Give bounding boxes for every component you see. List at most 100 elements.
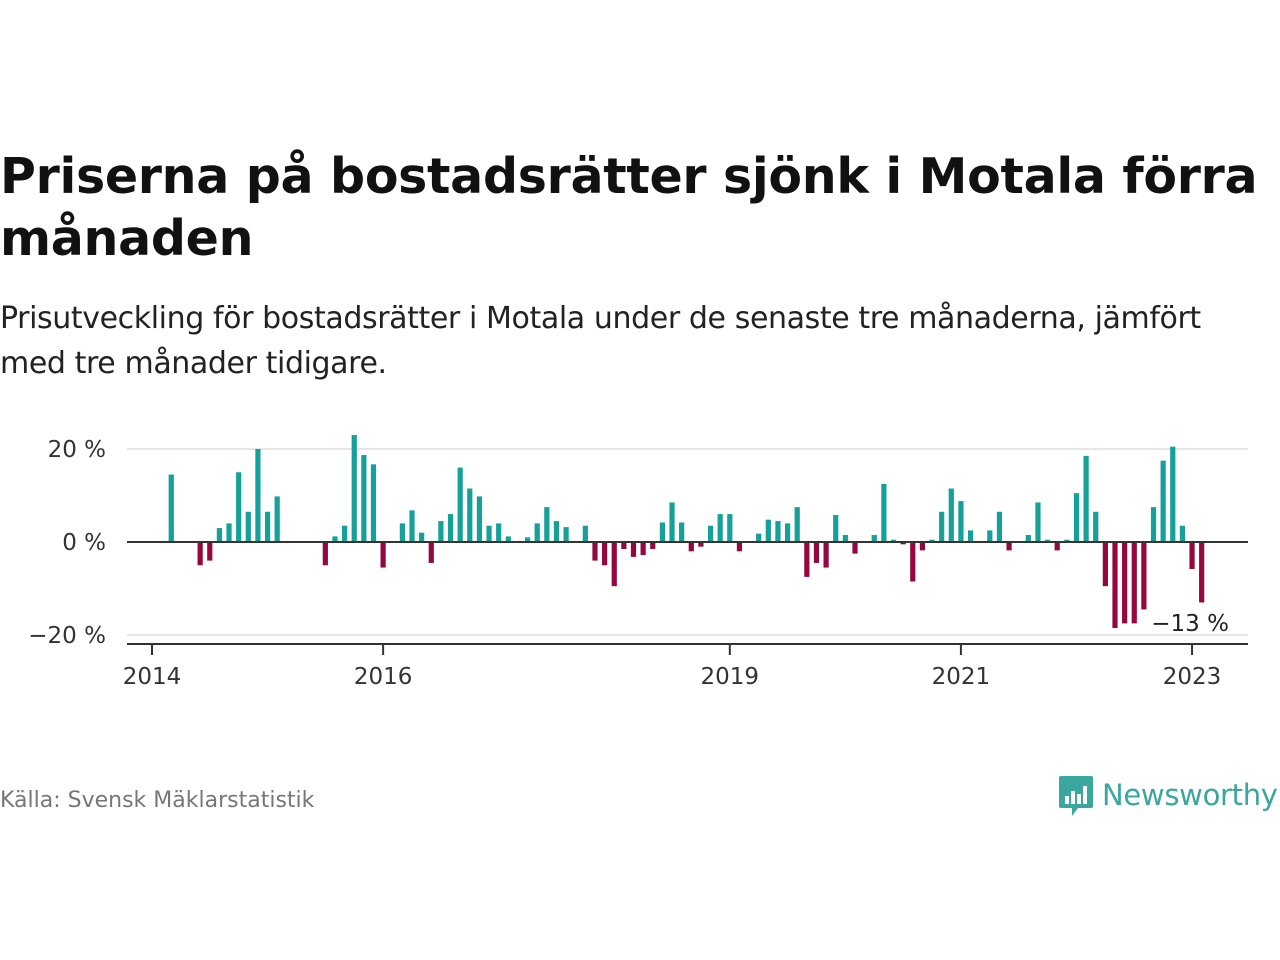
bar — [871, 535, 877, 542]
bar — [967, 530, 974, 542]
source-text: Källa: Svensk Mäklarstatistik — [0, 788, 315, 813]
bar — [1122, 542, 1128, 624]
bar-chart-speech-bubble-icon — [1059, 776, 1093, 816]
bar — [380, 542, 386, 568]
bar — [1199, 542, 1205, 603]
bar — [804, 542, 810, 577]
bar — [1179, 525, 1186, 542]
bar — [717, 514, 723, 542]
bar — [707, 525, 714, 542]
last-value-annotation: −13 % — [1151, 611, 1229, 637]
bar — [438, 521, 444, 542]
bar — [332, 536, 338, 542]
x-tick-label: 2016 — [354, 664, 413, 690]
bar — [669, 502, 675, 542]
bar — [1112, 542, 1118, 629]
bar — [958, 501, 964, 542]
bar — [467, 488, 473, 542]
bar — [592, 542, 598, 561]
bar — [929, 539, 935, 542]
bar — [775, 521, 781, 542]
bar — [1006, 542, 1012, 551]
bar — [833, 515, 839, 542]
bar — [1025, 535, 1031, 542]
bar — [765, 519, 771, 542]
bar — [1073, 493, 1080, 542]
y-tick-label: −20 % — [28, 623, 106, 649]
bar — [679, 522, 685, 542]
bar — [996, 511, 1003, 542]
bar — [534, 523, 540, 542]
bar — [1160, 460, 1166, 542]
bar — [1131, 542, 1137, 624]
bar — [168, 474, 174, 542]
bar — [419, 532, 425, 542]
x-axis-ticks: 2014 2016 2019 2021 2023 — [123, 644, 1222, 690]
bar — [255, 449, 261, 542]
bar — [236, 472, 242, 542]
bar — [919, 542, 925, 551]
bar — [1044, 539, 1051, 542]
bar — [650, 542, 656, 549]
y-axis-labels: 20 % 0 % −20 % — [28, 437, 106, 649]
bar — [322, 542, 328, 566]
bar — [486, 525, 492, 542]
bar — [399, 523, 405, 542]
bar-chart: 20 % 0 % −20 % 2014 2016 2019 2021 2023 −13 % — [28, 435, 1248, 690]
bar — [428, 542, 434, 563]
bar — [563, 527, 569, 542]
bar — [370, 464, 377, 542]
bar — [1189, 542, 1195, 569]
bar — [987, 530, 993, 542]
bar — [351, 435, 357, 542]
bar — [1170, 446, 1176, 542]
bar — [197, 542, 203, 566]
bar — [207, 542, 213, 561]
bar — [842, 535, 848, 542]
bar — [910, 542, 916, 582]
bar — [698, 542, 704, 547]
bar — [1035, 502, 1041, 542]
bar — [457, 467, 463, 542]
bar — [245, 511, 251, 542]
bar — [1093, 511, 1099, 542]
bar — [1141, 542, 1147, 610]
bar — [621, 542, 627, 549]
y-tick-label: 0 % — [62, 530, 106, 556]
bar — [852, 542, 858, 554]
bar — [900, 542, 906, 545]
x-tick-label: 2023 — [1163, 664, 1222, 690]
bar — [544, 507, 550, 542]
bar — [342, 525, 348, 542]
bar — [756, 533, 762, 542]
bar — [640, 542, 646, 556]
bar — [1064, 539, 1070, 542]
bar — [602, 542, 608, 566]
bar — [1150, 507, 1157, 542]
bar — [476, 496, 483, 542]
bar — [794, 507, 800, 542]
bar — [939, 511, 945, 542]
bar — [264, 511, 271, 542]
bar — [611, 542, 617, 587]
x-tick-label: 2014 — [123, 664, 182, 690]
bar — [582, 525, 588, 542]
bar — [505, 536, 511, 542]
bar — [553, 521, 560, 542]
bar — [524, 537, 531, 542]
bar — [813, 542, 820, 563]
chart-subtitle: Prisutveckling för bostadsrätter i Motal… — [0, 301, 1201, 381]
bars — [168, 435, 1205, 629]
y-tick-label: 20 % — [48, 437, 106, 463]
newsworthy-logo: Newsworthy — [1058, 772, 1278, 818]
bar — [948, 488, 954, 542]
bar — [216, 528, 223, 542]
bar — [659, 522, 665, 542]
bar — [823, 542, 829, 568]
bar — [890, 539, 897, 542]
x-tick-label: 2021 — [932, 664, 991, 690]
bar — [496, 523, 502, 542]
bar — [784, 523, 791, 542]
bar — [226, 523, 232, 542]
bar — [881, 483, 887, 542]
